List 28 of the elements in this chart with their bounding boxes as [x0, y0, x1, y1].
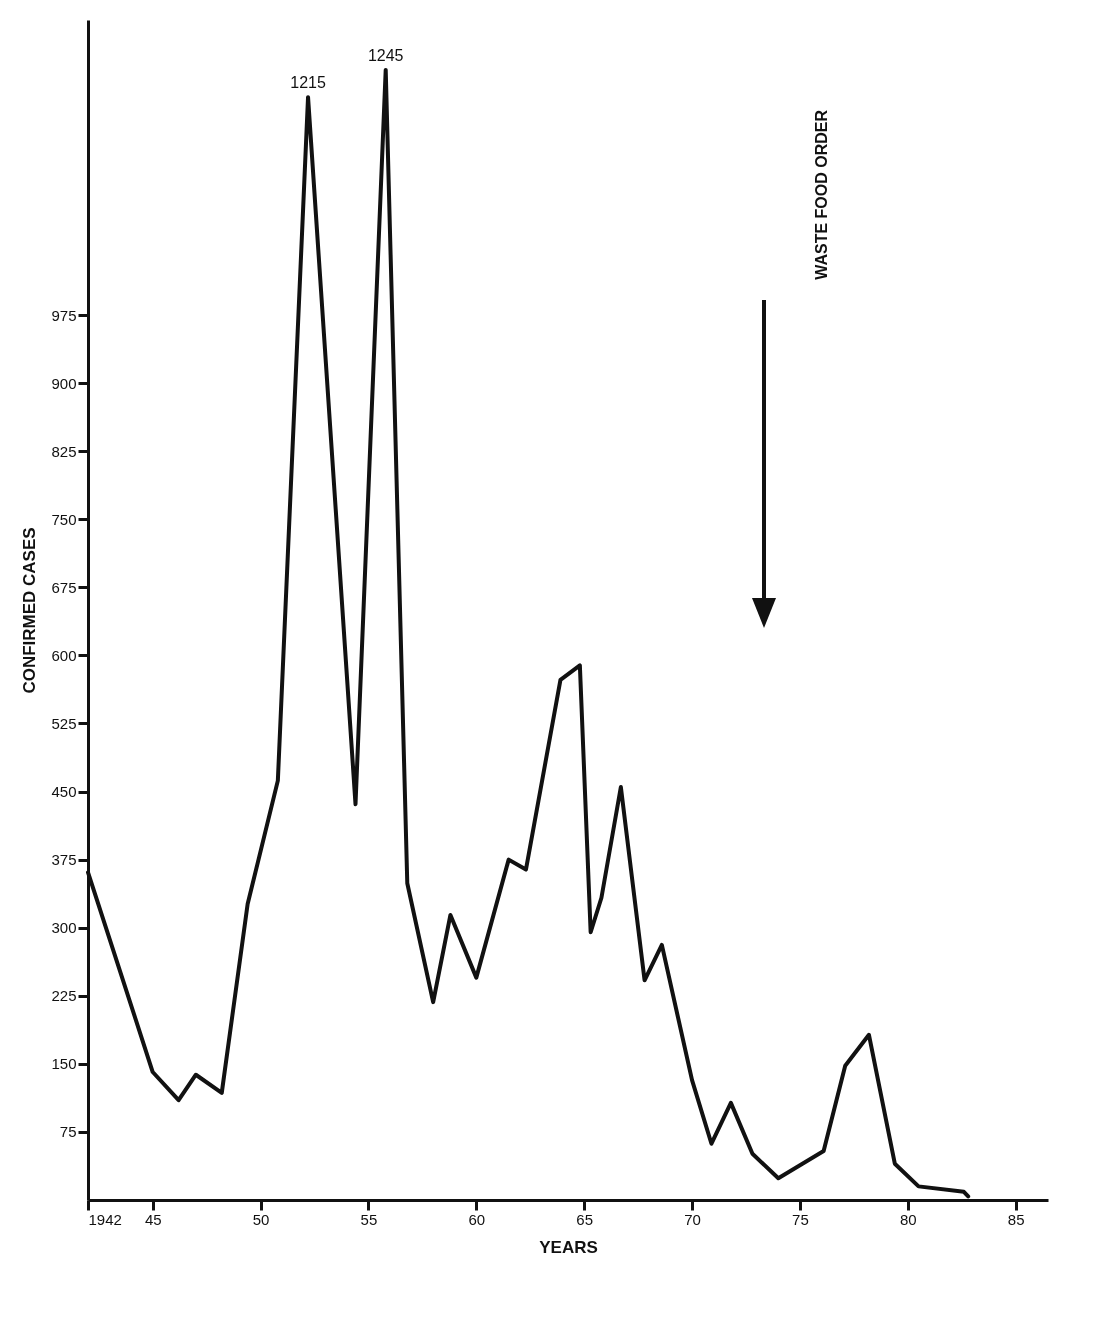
y-tick-label: 825	[51, 442, 77, 460]
y-tick-label: 750	[51, 510, 77, 528]
x-tick-label: 85	[1007, 1210, 1025, 1228]
y-tick-label: 450	[51, 783, 77, 801]
y-tick-label: 225	[51, 987, 77, 1005]
x-axis-title: YEARS	[539, 1237, 598, 1257]
x-tick-label: 70	[684, 1210, 701, 1228]
y-tick-label: 600	[51, 646, 77, 664]
x-tick-label: 65	[576, 1210, 594, 1228]
y-tick-label: 675	[51, 578, 77, 596]
y-tick-label: 375	[51, 851, 77, 869]
y-tick-label: 975	[51, 306, 77, 324]
x-tick-label: 60	[468, 1210, 486, 1228]
y-tick-label: 75	[59, 1123, 77, 1141]
x-tick-label: 45	[144, 1210, 162, 1228]
x-tick-label: 55	[360, 1210, 378, 1228]
y-tick-label: 900	[51, 374, 77, 392]
y-tick-label: 525	[51, 714, 77, 732]
y-tick-label: 150	[51, 1055, 77, 1073]
x-tick-label: 50	[252, 1210, 270, 1228]
data-label: 1245	[367, 46, 404, 64]
x-tick-label: 80	[899, 1210, 917, 1228]
x-tick-label: 1942	[88, 1210, 122, 1228]
y-axis-title: CONFIRMED CASES	[20, 527, 40, 694]
y-tick-label: 300	[51, 919, 77, 937]
x-tick-label: 75	[792, 1210, 809, 1228]
annotation: WASTE FOOD ORDER	[813, 109, 830, 280]
data-label: 1215	[290, 74, 326, 92]
